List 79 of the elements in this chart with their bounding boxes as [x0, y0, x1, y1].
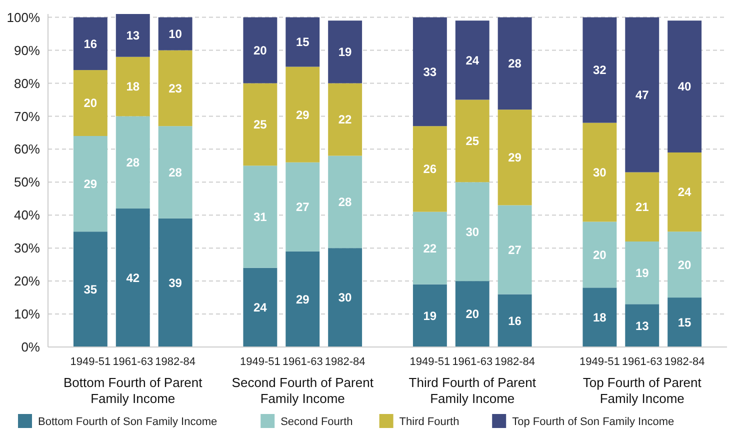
y-tick-label: 70%	[14, 108, 40, 124]
data-label: 10	[168, 26, 182, 41]
data-label: 19	[635, 266, 650, 280]
data-label: 19	[423, 308, 437, 323]
data-label: 26	[423, 162, 437, 176]
data-label: 29	[296, 292, 310, 306]
x-tick-label: 1961-63	[622, 356, 662, 368]
legend-label: Top Fourth of Son Family Income	[512, 416, 674, 428]
data-label: 32	[593, 63, 607, 78]
x-tick-label: 1949-51	[410, 356, 450, 368]
data-label: 28	[126, 156, 140, 170]
data-label: 13	[126, 28, 140, 43]
data-label: 18	[593, 310, 607, 325]
legend-label: Second Fourth	[280, 416, 353, 428]
data-label: 23	[168, 81, 182, 96]
data-label: 22	[423, 241, 437, 256]
data-label: 25	[466, 134, 480, 148]
x-tick-label: 1982-84	[494, 356, 535, 368]
y-tick-label: 0%	[21, 340, 40, 355]
y-tick-label: 30%	[14, 240, 40, 256]
y-tick-label: 80%	[14, 76, 40, 91]
data-label: 19	[338, 45, 352, 60]
data-label: 16	[508, 314, 522, 328]
data-label: 22	[338, 112, 352, 127]
x-tick-label: 1949-51	[580, 356, 620, 368]
data-label: 15	[678, 315, 692, 330]
data-label: 30	[593, 165, 607, 180]
data-label: 24	[678, 185, 692, 200]
x-tick-label: 1961-63	[282, 356, 323, 368]
data-label: 20	[678, 258, 692, 272]
data-label: 13	[635, 318, 650, 333]
data-label: 33	[423, 64, 437, 79]
data-label: 28	[168, 165, 182, 180]
data-label: 35	[84, 282, 98, 296]
y-tick-label: 20%	[14, 274, 40, 289]
data-label: 42	[126, 270, 140, 285]
data-label: 16	[84, 36, 98, 51]
data-label: 40	[678, 80, 692, 94]
data-label: 20	[593, 248, 607, 262]
x-tick-label: 1982-84	[155, 356, 196, 368]
data-label: 30	[338, 290, 352, 305]
data-label: 39	[168, 276, 182, 290]
data-label: 15	[296, 35, 310, 50]
legend-label: Bottom Fourth of Son Family Income	[38, 416, 218, 428]
x-tick-label: 1949-51	[70, 356, 111, 368]
text: Third Fourth of Parent Family Income	[408, 375, 536, 406]
data-label: 21	[635, 200, 650, 214]
data-label: 29	[508, 150, 522, 165]
data-label: 18	[126, 80, 140, 94]
data-label: 20	[466, 307, 480, 322]
y-tick-label: 10%	[14, 306, 40, 322]
text: Second Fourth of Parent Family Income	[232, 375, 374, 406]
data-label: 24	[254, 300, 268, 315]
data-label: 28	[508, 56, 522, 71]
data-label: 30	[466, 224, 480, 239]
data-label: 47	[635, 88, 650, 102]
data-label: 20	[84, 96, 98, 110]
data-label: 28	[338, 195, 352, 210]
legend-label: Third Fourth	[399, 416, 460, 428]
y-tick-label: 90%	[14, 42, 40, 58]
y-tick-label: 100%	[6, 10, 40, 25]
text: Top Fourth of Parent Family Income	[582, 375, 702, 406]
x-tick-label: 1961-63	[452, 356, 493, 368]
x-tick-label: 1982-84	[324, 356, 366, 368]
data-label: 20	[254, 43, 268, 58]
y-tick-label: 40%	[14, 208, 40, 223]
data-label: 29	[296, 108, 310, 122]
data-label: 29	[84, 176, 98, 191]
data-label: 25	[254, 118, 268, 132]
data-label: 27	[508, 242, 522, 257]
text: Bottom Fourth of Parent Family Income	[64, 375, 203, 406]
data-label: 27	[296, 200, 310, 214]
y-tick-label: 50%	[14, 174, 40, 190]
data-label: 24	[466, 53, 480, 68]
x-tick-label: 1982-84	[664, 356, 705, 368]
data-label: 31	[254, 210, 268, 224]
y-tick-label: 60%	[14, 142, 40, 157]
x-tick-label: 1961-63	[112, 356, 154, 368]
x-tick-label: 1949-51	[240, 356, 280, 368]
